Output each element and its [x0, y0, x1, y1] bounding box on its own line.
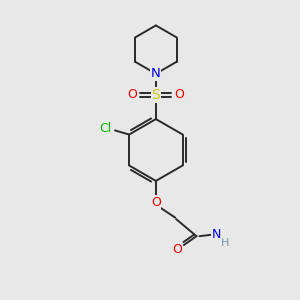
Text: N: N: [212, 228, 221, 241]
Text: O: O: [128, 88, 138, 101]
Text: N: N: [151, 67, 161, 80]
Text: O: O: [172, 243, 182, 256]
Text: O: O: [151, 196, 161, 208]
Text: Cl: Cl: [99, 122, 111, 135]
Text: O: O: [174, 88, 184, 101]
Text: S: S: [152, 88, 160, 102]
Text: H: H: [221, 238, 230, 248]
